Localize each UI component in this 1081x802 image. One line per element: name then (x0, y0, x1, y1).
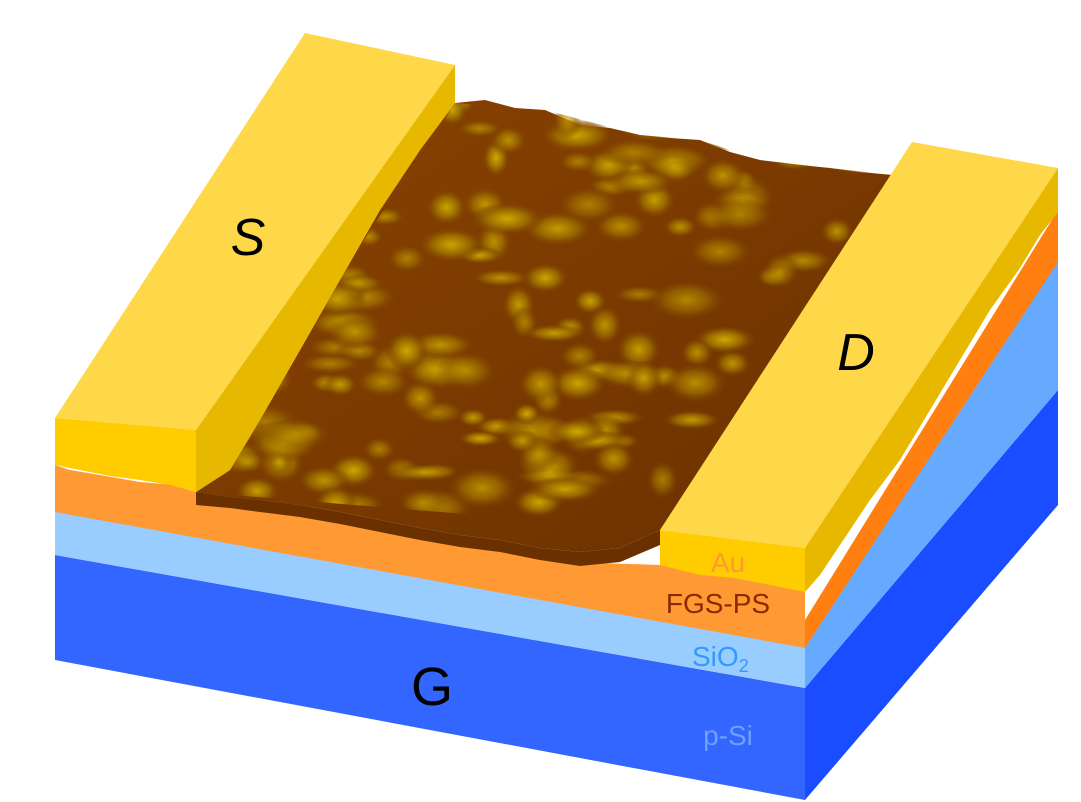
silicon-front-face (55, 555, 805, 800)
source-electrode-front (55, 418, 196, 492)
afm-grain (760, 143, 837, 166)
afm-grain (505, 430, 540, 455)
afm-grain (435, 352, 498, 393)
silicon-right-face (805, 390, 1058, 800)
film-front-face (55, 465, 805, 648)
afm-front-edge (196, 492, 660, 566)
afm-grain (551, 103, 583, 141)
afm-grain (586, 306, 623, 348)
afm-grain (557, 151, 599, 175)
afm-grain (647, 281, 726, 323)
source-label: S (231, 209, 266, 267)
film-right-face (805, 210, 1058, 648)
source-electrode-top (55, 33, 455, 430)
afm-grain (298, 354, 363, 376)
fgs-ps-layer-label: FGS-PS (666, 588, 770, 619)
afm-grain (425, 190, 468, 228)
afm-grain (446, 468, 518, 512)
afm-grain (322, 373, 358, 399)
afm-grain (489, 126, 528, 157)
afm-grain (522, 324, 586, 344)
afm-grain (662, 410, 722, 431)
afm-grain (362, 437, 397, 463)
afm-grain (326, 317, 385, 352)
drain-label: D (837, 324, 875, 382)
afm-grain (261, 418, 332, 454)
afm-grain (686, 235, 753, 271)
sio2-main-text: SiO (692, 641, 739, 672)
oxide-front-face (55, 510, 805, 688)
oxide-right-face (805, 260, 1058, 688)
afm-grain (549, 366, 607, 404)
afm-grain (416, 228, 486, 265)
afm-grain (355, 367, 411, 400)
afm-grain (819, 218, 854, 248)
afm-grain (521, 263, 570, 295)
afm-grain (592, 442, 636, 479)
afm-grain (458, 431, 503, 448)
drain-electrode-front (660, 530, 805, 592)
afm-grain (470, 269, 532, 289)
afm-grain (705, 198, 775, 235)
afm-grain (457, 408, 489, 429)
afm-grain (527, 476, 604, 505)
gate-label: G (411, 657, 453, 717)
afm-grain (680, 339, 714, 369)
afm-grain (699, 159, 747, 196)
p-si-layer-label: p-Si (703, 720, 753, 751)
afm-grain (386, 245, 428, 275)
afm-grain (617, 112, 691, 145)
sio2-subscript: 2 (739, 656, 749, 676)
afm-grain (625, 361, 663, 400)
afm-grain (456, 120, 503, 139)
afm-grain (605, 169, 676, 197)
sio2-layer-label: SiO2 (692, 641, 749, 676)
drain-electrode-right (805, 168, 1058, 592)
drain-electrode-top (660, 142, 1058, 548)
afm-grain (384, 332, 429, 374)
afm-grain (646, 462, 679, 502)
afm-grain (703, 129, 745, 153)
afm-grain (819, 140, 892, 178)
afm-grain (517, 365, 564, 406)
afm-grain (559, 343, 601, 372)
au-layer-label: Au (711, 547, 745, 578)
afm-grain (713, 350, 752, 379)
source-electrode-right (196, 65, 455, 492)
afm-grain (662, 216, 698, 239)
afm-grain (663, 364, 728, 405)
afm-grain (388, 464, 457, 483)
afm-grain (762, 254, 800, 292)
afm-grain (468, 203, 546, 238)
afm-grain (546, 419, 608, 447)
afm-grain (512, 403, 541, 426)
